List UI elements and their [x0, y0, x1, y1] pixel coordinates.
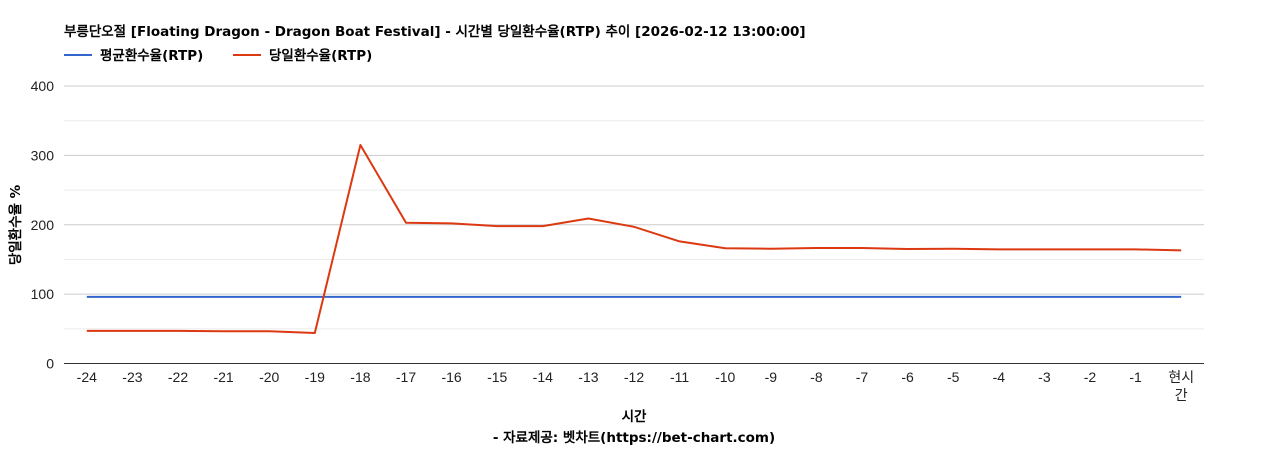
x-tick-label: -17 — [396, 369, 416, 385]
x-tick-label: -15 — [487, 369, 507, 385]
source-note: - 자료제공: 벳차트(https://bet-chart.com) — [493, 429, 775, 446]
y-tick-label: 300 — [31, 147, 55, 163]
x-tick-label: -9 — [765, 369, 778, 385]
x-tick-label: -23 — [122, 369, 142, 385]
y-tick-label: 200 — [31, 217, 55, 233]
legend-label-average: 평균환수율(RTP) — [100, 47, 203, 64]
x-tick-label: -21 — [213, 369, 233, 385]
x-tick-label: -11 — [670, 369, 689, 385]
x-tick-label: -19 — [305, 369, 325, 385]
y-tick-label: 400 — [31, 78, 55, 94]
x-tick-label: -3 — [1038, 369, 1051, 385]
chart-title: 부릉단오절 [Floating Dragon - Dragon Boat Fes… — [64, 23, 806, 40]
x-tick-label: -18 — [350, 369, 370, 385]
x-axis-ticks: -24 -23 -22 -21 -20 -19 -18 -17 -16 -15 -14 -13 -12 -… — [77, 369, 1194, 403]
legend: 평균환수율(RTP) 당일환수율(RTP) — [64, 47, 372, 64]
x-tick-label: -14 — [533, 369, 553, 385]
x-tick-label: -10 — [715, 369, 735, 385]
x-tick-label: -13 — [578, 369, 598, 385]
x-tick-label: -20 — [259, 369, 279, 385]
x-tick-label: -6 — [901, 369, 914, 385]
y-axis-title: 당일환수율 % — [7, 184, 24, 265]
legend-label-daily: 당일환수율(RTP) — [269, 47, 372, 64]
x-tick-label: -24 — [77, 369, 97, 385]
y-tick-label: 100 — [31, 286, 55, 302]
x-tick-label: -1 — [1129, 369, 1142, 385]
x-tick-label: -12 — [624, 369, 644, 385]
data-series — [86, 144, 1182, 334]
x-tick-label: -2 — [1084, 369, 1097, 385]
gridlines — [64, 85, 1204, 330]
x-tick-label: -16 — [441, 369, 461, 385]
y-axis-ticks: 0 100 200 300 400 — [31, 78, 55, 372]
x-axis-title: 시간 — [622, 408, 647, 425]
x-tick-label: -22 — [168, 369, 188, 385]
x-tick-label: -7 — [856, 369, 869, 385]
series-line-daily-rtp — [86, 144, 1182, 334]
x-tick-label: -4 — [993, 369, 1006, 385]
y-tick-label: 0 — [46, 356, 54, 372]
x-tick-label: 현시 간 — [1168, 369, 1194, 403]
x-tick-label: -8 — [810, 369, 823, 385]
x-tick-label: -5 — [947, 369, 960, 385]
